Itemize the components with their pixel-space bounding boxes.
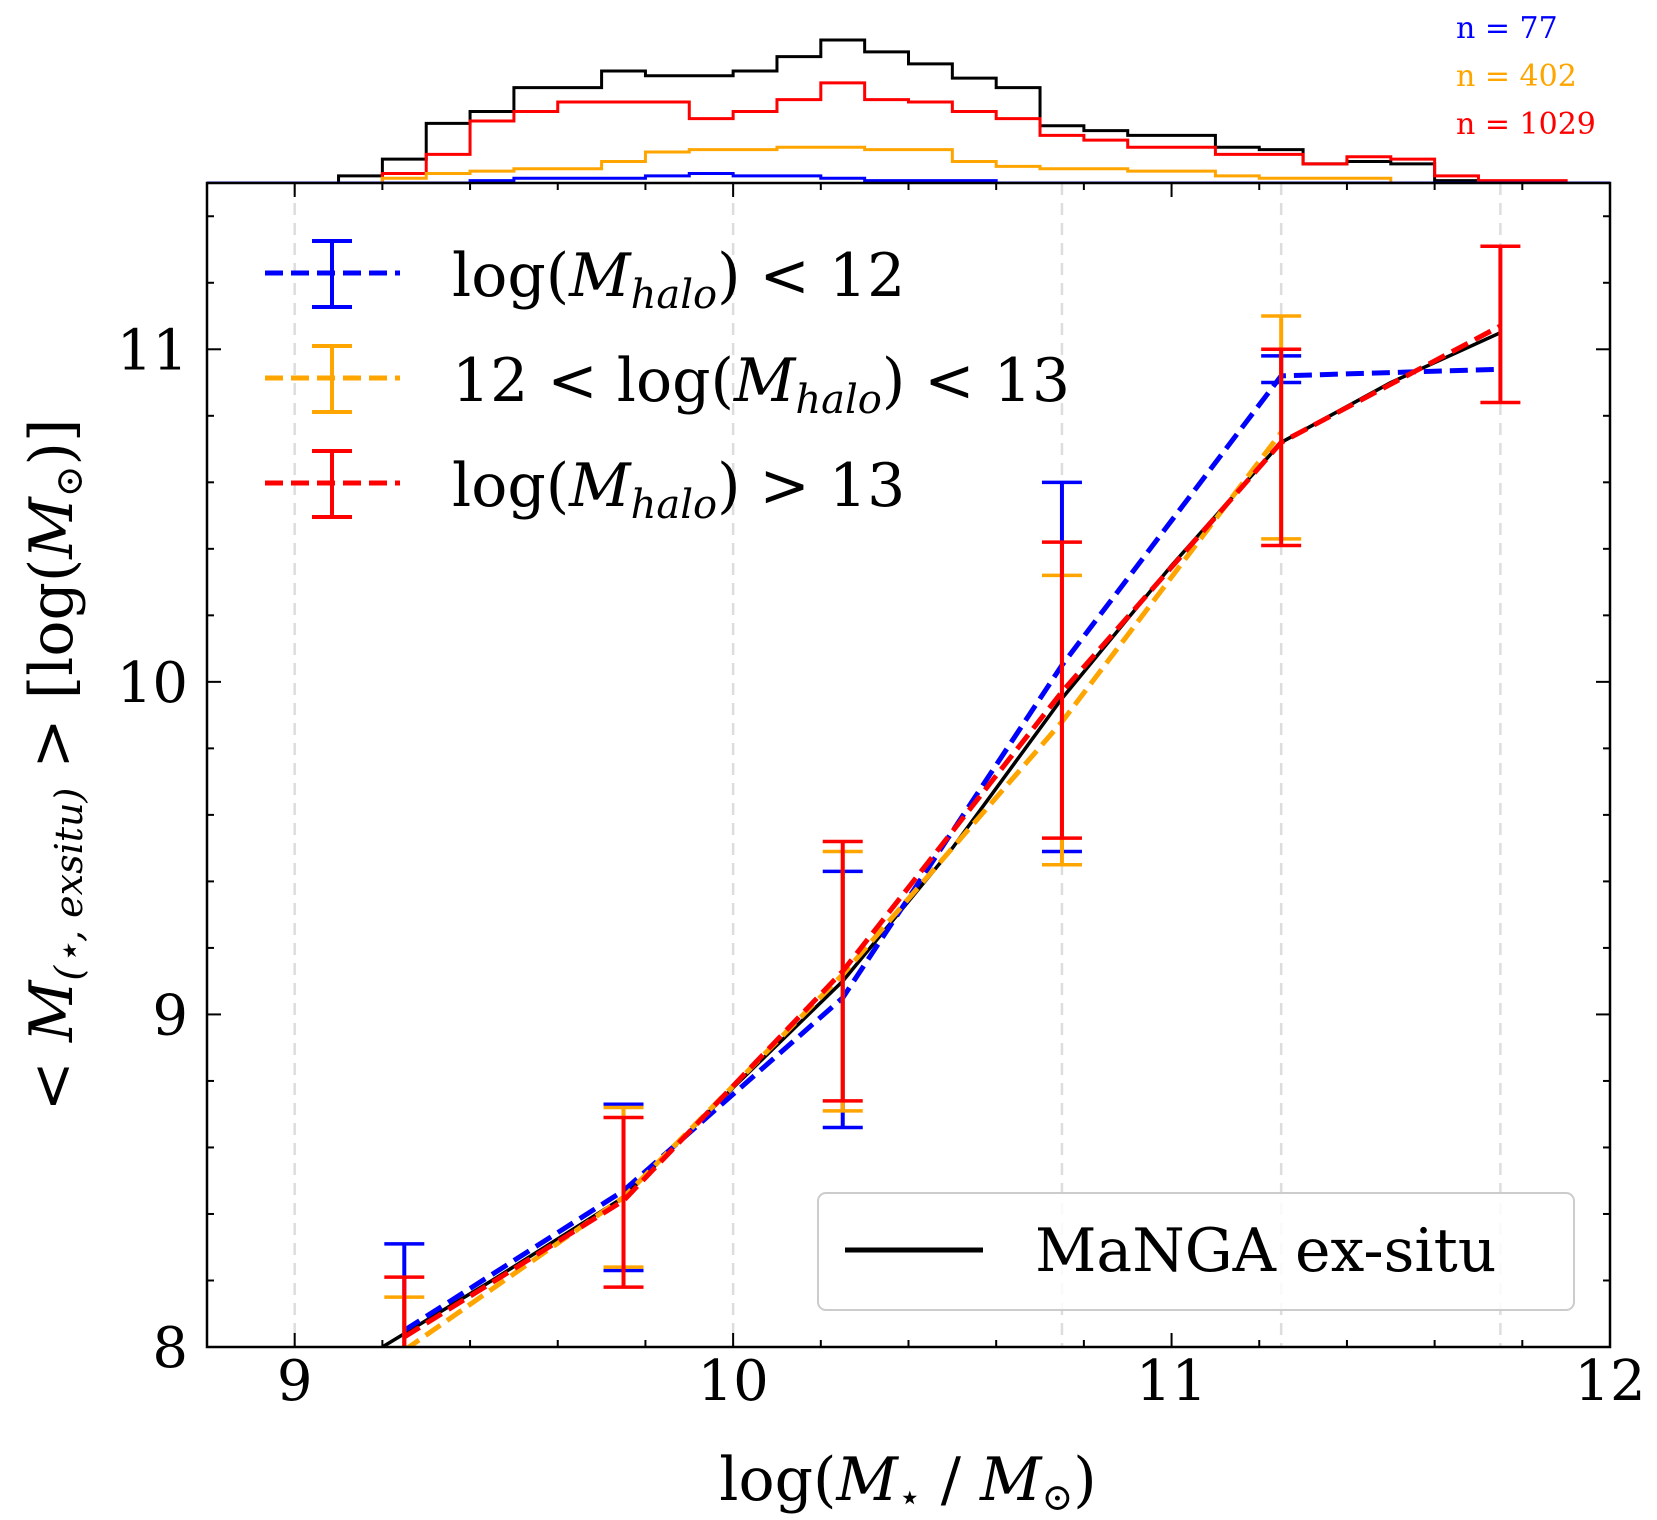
reference-legend-box xyxy=(817,1192,1575,1311)
histogram-orange xyxy=(207,145,1610,184)
series-line-red xyxy=(402,323,1502,1340)
legend-entry-blue[interactable]: log(Mhalo) < 12 xyxy=(265,239,905,318)
legend-entry-orange[interactable]: 12 < log(Mhalo) < 13 xyxy=(265,344,1070,423)
count-labels: n = 77 n = 402 n = 1029 xyxy=(1456,11,1596,142)
legend-label-blue: log(Mhalo) < 12 xyxy=(452,241,905,318)
reference-legend-label[interactable]: MaNGA ex-situ xyxy=(1035,1216,1496,1286)
y-tick-label-9: 9 xyxy=(152,983,188,1048)
series-legend: log(Mhalo) < 12 12 < log(Mhalo) < 13 log… xyxy=(265,239,1070,528)
count-label-orange: n = 402 xyxy=(1456,59,1577,94)
legend-entry-red[interactable]: log(Mhalo) > 13 xyxy=(265,449,905,528)
count-label-red: n = 1029 xyxy=(1456,107,1596,142)
axis-tick-labels: 9 10 11 12 8 9 10 11 xyxy=(117,318,1646,1414)
y-tick-label-8: 8 xyxy=(152,1316,188,1381)
series-line-blue xyxy=(402,366,1501,1333)
count-label-blue: n = 77 xyxy=(1456,11,1558,46)
data-series xyxy=(381,244,1521,1347)
axis-ticks xyxy=(206,183,1611,1348)
y-tick-label-10: 10 xyxy=(117,651,188,716)
x-tick-label-9: 9 xyxy=(277,1349,313,1414)
y-tick-label-11: 11 xyxy=(117,318,188,383)
y-axis-label: < M(⋆, exsitu) > [log(M⊙)] xyxy=(17,419,91,1112)
legend-label-red: log(Mhalo) > 13 xyxy=(452,451,905,528)
histogram-panel xyxy=(207,38,1610,184)
x-tick-label-12: 12 xyxy=(1574,1349,1645,1414)
reference-legend: MaNGA ex-situ xyxy=(817,1192,1575,1311)
histogram-red xyxy=(207,81,1610,184)
legend-label-orange: 12 < log(Mhalo) < 13 xyxy=(452,346,1070,423)
x-axis-label: log(M⋆ / M⊙) xyxy=(719,1445,1096,1519)
x-tick-label-11: 11 xyxy=(1136,1349,1207,1414)
x-tick-label-10: 10 xyxy=(697,1349,768,1414)
histogram-total xyxy=(207,38,1610,184)
